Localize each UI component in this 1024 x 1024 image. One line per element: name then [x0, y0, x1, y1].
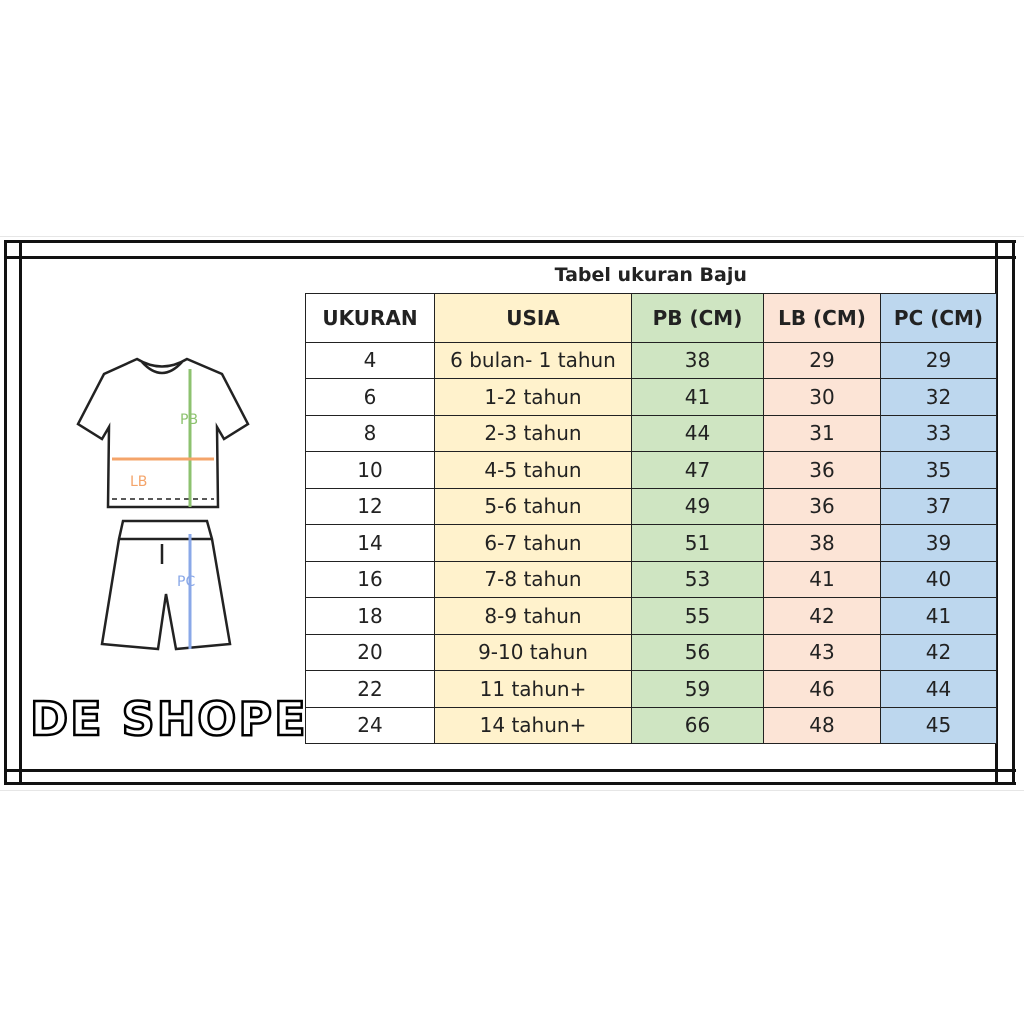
- cell-ukuran: 16: [305, 560, 435, 598]
- frame-line: [4, 240, 7, 785]
- cell-ukuran: 18: [305, 597, 435, 635]
- frame-line: [4, 769, 1016, 772]
- header-usia: USIA: [434, 292, 632, 343]
- cell-lb: 30: [763, 378, 881, 416]
- cell-pc: 35: [880, 451, 997, 489]
- table-row: 16 7-8 tahun 53 41 40: [305, 560, 997, 598]
- cell-usia: 11 tahun+: [434, 670, 632, 708]
- cell-ukuran: 6: [305, 378, 435, 416]
- cell-usia: 14 tahun+: [434, 706, 632, 744]
- header-pc: PC (CM): [880, 292, 997, 343]
- cell-lb: 29: [763, 341, 881, 379]
- cell-ukuran: 8: [305, 414, 435, 452]
- size-table: Tabel ukuran Baju UKURAN USIA PB (CM) LB (C…: [305, 257, 997, 744]
- cell-pb: 66: [631, 706, 764, 744]
- cell-pb: 56: [631, 633, 764, 671]
- cell-usia: 5-6 tahun: [434, 487, 632, 525]
- cell-pb: 38: [631, 341, 764, 379]
- cell-pc: 44: [880, 670, 997, 708]
- cell-pc: 32: [880, 378, 997, 416]
- cell-usia: 8-9 tahun: [434, 597, 632, 635]
- table-row: 18 8-9 tahun 55 42 41: [305, 597, 997, 635]
- cell-pb: 47: [631, 451, 764, 489]
- cell-pc: 42: [880, 633, 997, 671]
- pb-label: PB: [180, 412, 198, 428]
- cell-lb: 48: [763, 706, 881, 744]
- cell-ukuran: 10: [305, 451, 435, 489]
- frame-line: [1012, 240, 1015, 785]
- frame-line: [995, 240, 998, 785]
- frame-line: [4, 240, 1016, 243]
- cell-ukuran: 20: [305, 633, 435, 671]
- cell-pc: 40: [880, 560, 997, 598]
- shop-logo: DE SHOPE: [29, 691, 308, 748]
- cell-usia: 4-5 tahun: [434, 451, 632, 489]
- cell-pb: 44: [631, 414, 764, 452]
- header-pb: PB (CM): [631, 292, 764, 343]
- cell-lb: 38: [763, 524, 881, 562]
- cell-usia: 6 bulan- 1 tahun: [434, 341, 632, 379]
- cell-ukuran: 22: [305, 670, 435, 708]
- table-row: 22 11 tahun+ 59 46 44: [305, 670, 997, 708]
- table-row: 8 2-3 tahun 44 31 33: [305, 414, 997, 452]
- pc-label: PC: [177, 574, 195, 590]
- table-row: 12 5-6 tahun 49 36 37: [305, 487, 997, 525]
- cell-usia: 9-10 tahun: [434, 633, 632, 671]
- cell-ukuran: 12: [305, 487, 435, 525]
- gridline: [0, 236, 1024, 237]
- table-row: 14 6-7 tahun 51 38 39: [305, 524, 997, 562]
- cell-ukuran: 24: [305, 706, 435, 744]
- table-row: 20 9-10 tahun 56 43 42: [305, 633, 997, 671]
- cell-ukuran: 4: [305, 341, 435, 379]
- cell-lb: 36: [763, 487, 881, 525]
- cell-pb: 59: [631, 670, 764, 708]
- header-lb: LB (CM): [763, 292, 881, 343]
- table-row: 10 4-5 tahun 47 36 35: [305, 451, 997, 489]
- lb-label: LB: [130, 474, 147, 490]
- header-ukuran: UKURAN: [305, 292, 435, 343]
- cell-pb: 55: [631, 597, 764, 635]
- frame-line: [4, 782, 1016, 785]
- cell-lb: 43: [763, 633, 881, 671]
- cell-usia: 2-3 tahun: [434, 414, 632, 452]
- header-row: UKURAN USIA PB (CM) LB (CM) PC (CM): [305, 292, 997, 343]
- cell-pb: 41: [631, 378, 764, 416]
- cell-pc: 29: [880, 341, 997, 379]
- cell-usia: 1-2 tahun: [434, 378, 632, 416]
- clothing-illustration: PB LB PC: [76, 357, 250, 651]
- cell-usia: 7-8 tahun: [434, 560, 632, 598]
- cell-pc: 39: [880, 524, 997, 562]
- cell-lb: 36: [763, 451, 881, 489]
- cell-lb: 41: [763, 560, 881, 598]
- cell-pb: 51: [631, 524, 764, 562]
- gridline: [0, 790, 1024, 791]
- cell-pb: 49: [631, 487, 764, 525]
- cell-lb: 31: [763, 414, 881, 452]
- cell-ukuran: 14: [305, 524, 435, 562]
- cell-pc: 33: [880, 414, 997, 452]
- table-row: 24 14 tahun+ 66 48 45: [305, 706, 997, 744]
- cell-pb: 53: [631, 560, 764, 598]
- shorts-icon: [100, 519, 232, 651]
- cell-pc: 45: [880, 706, 997, 744]
- cell-pc: 37: [880, 487, 997, 525]
- cell-lb: 42: [763, 597, 881, 635]
- table-title: Tabel ukuran Baju: [305, 257, 997, 294]
- cell-usia: 6-7 tahun: [434, 524, 632, 562]
- table-row: 6 1-2 tahun 41 30 32: [305, 378, 997, 416]
- illustration-panel: PB LB PC: [22, 259, 305, 769]
- frame-line: [19, 240, 22, 785]
- cell-lb: 46: [763, 670, 881, 708]
- cell-pc: 41: [880, 597, 997, 635]
- tshirt-icon: [76, 357, 250, 509]
